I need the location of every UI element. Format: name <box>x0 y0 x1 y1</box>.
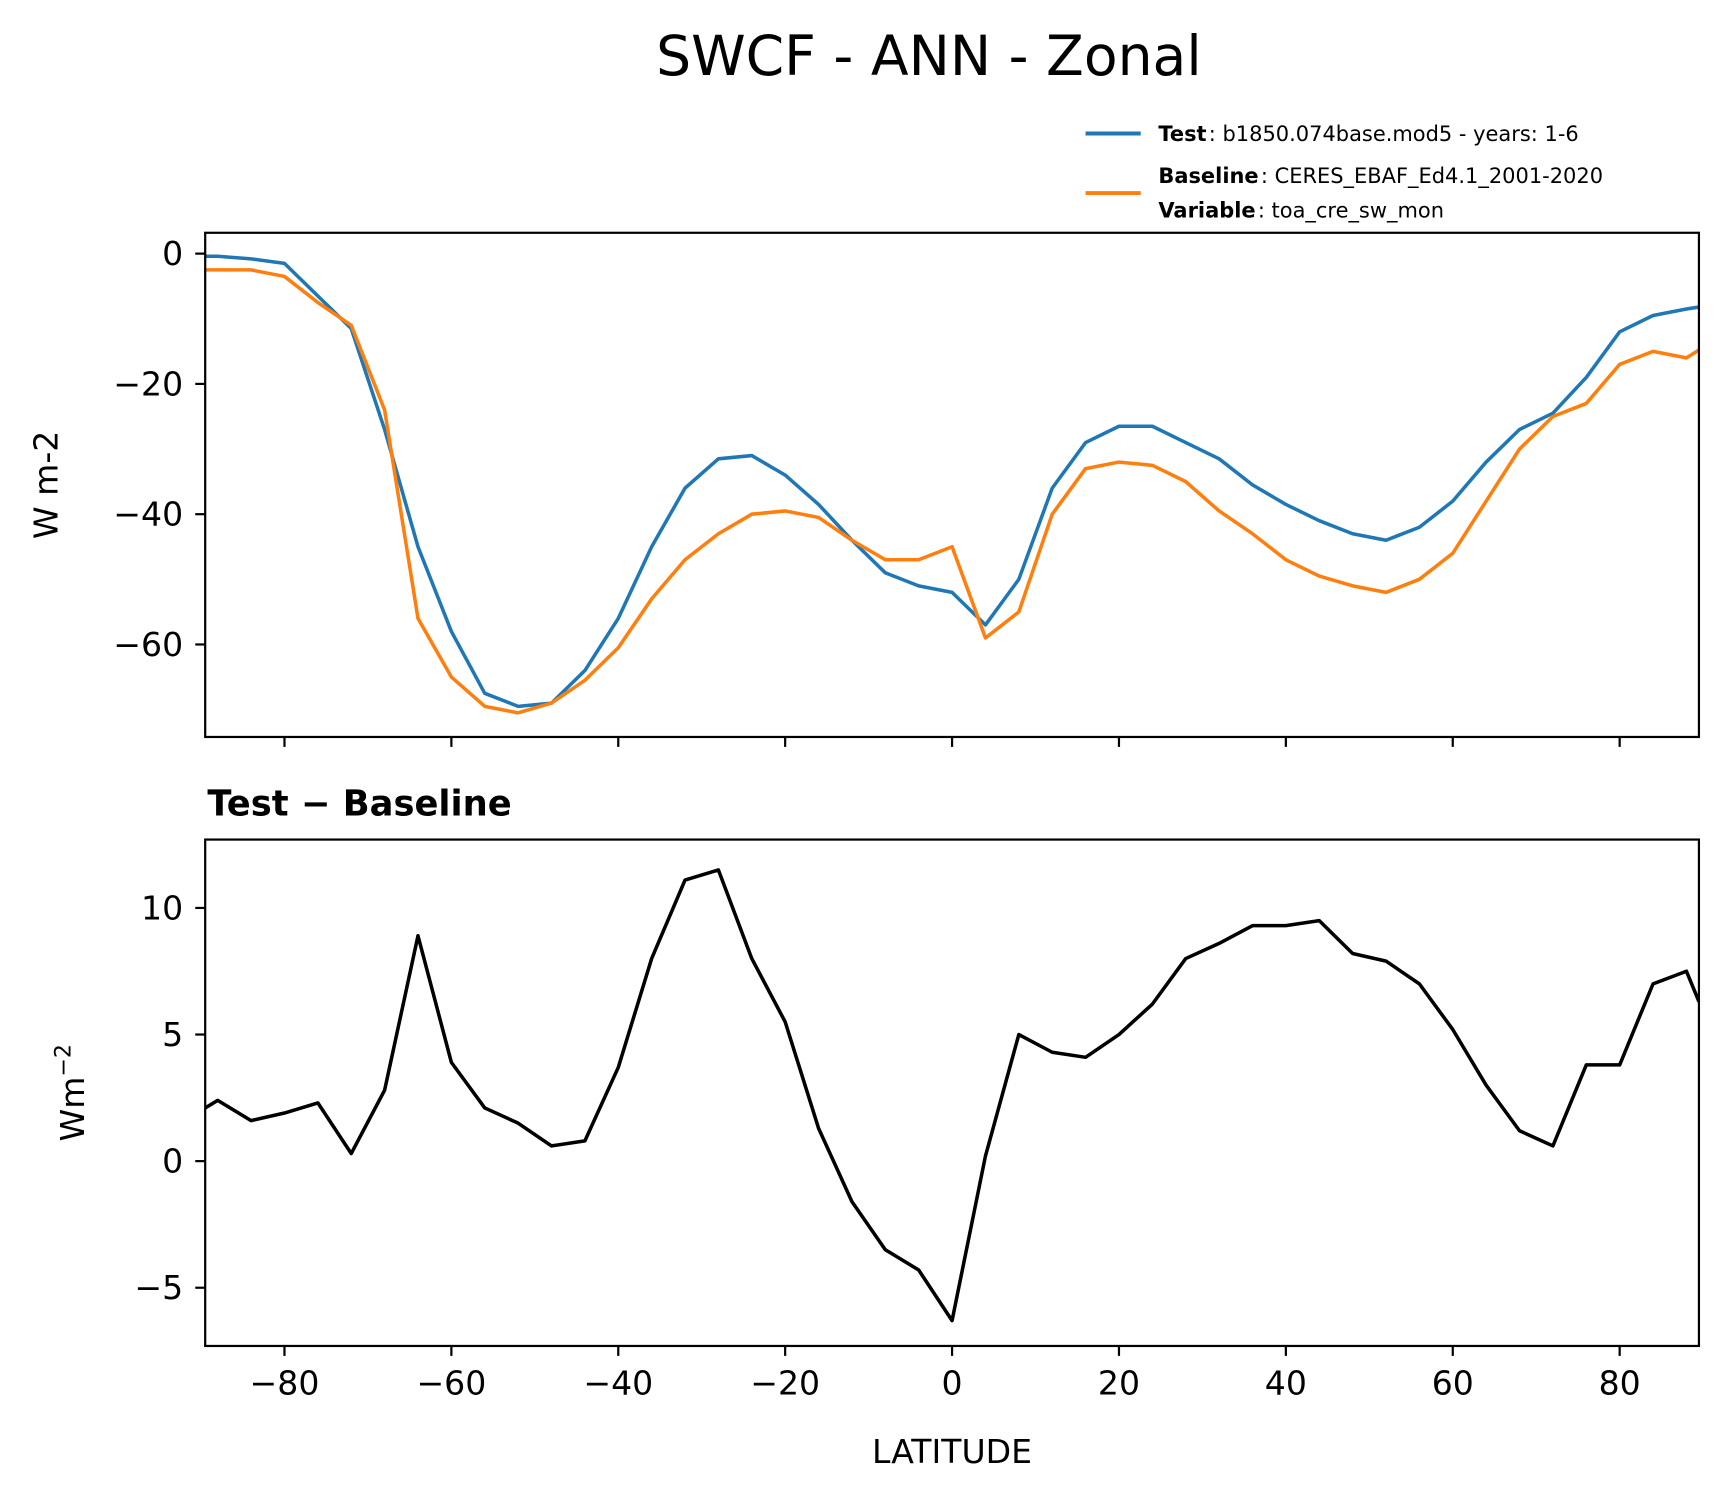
chart-title: SWCF - ANN - Zonal <box>656 25 1202 89</box>
y-tick-label: −40 <box>113 495 183 534</box>
y-tick-label: 10 <box>141 888 183 927</box>
x-tick-label: 60 <box>1432 1364 1474 1403</box>
y-axis-label: W m-2 <box>26 431 65 539</box>
legend-text: : CERES_EBAF_Ed4.1_2001-2020 <box>1261 164 1603 189</box>
x-tick-label: −40 <box>583 1364 653 1403</box>
x-tick-label: −20 <box>750 1364 820 1403</box>
x-tick-label: −80 <box>250 1364 320 1403</box>
y-axis-label-sup: −2 <box>52 1044 77 1077</box>
legend-entry: Baseline: CERES_EBAF_Ed4.1_2001-2020 <box>1158 164 1603 189</box>
plot-frame <box>204 231 1701 739</box>
y-axis-label: Wm−2 <box>52 1044 92 1141</box>
legend-text: : b1850.074base.mod5 - years: 1-6 <box>1209 122 1579 146</box>
y-tick-label: 0 <box>162 234 183 273</box>
y-tick-label: 0 <box>162 1142 183 1181</box>
x-tick-label: 20 <box>1098 1364 1140 1403</box>
legend-variable-text: : toa_cre_sw_mon <box>1258 198 1444 223</box>
y-tick-label: −60 <box>113 625 183 664</box>
legend-variable-name: Variable <box>1158 198 1255 222</box>
line <box>205 868 1699 1323</box>
legend-entry: Variable: toa_cre_sw_mon <box>1158 198 1444 223</box>
y-tick-label: 5 <box>162 1015 183 1054</box>
plot-frame <box>204 838 1701 1348</box>
y-tick-label: −5 <box>134 1268 183 1307</box>
x-tick-label: −60 <box>416 1364 486 1403</box>
x-axis-label: LATITUDE <box>872 1432 1032 1471</box>
subplot-title: Test − Baseline <box>207 783 511 824</box>
legend-entry: Test: b1850.074base.mod5 - years: 1-6 <box>1158 122 1578 146</box>
y-tick-label: −20 <box>113 364 183 403</box>
line <box>205 268 1699 715</box>
line <box>205 254 1699 709</box>
y-axis-label-text: Wm <box>53 1077 92 1142</box>
x-tick-label: 40 <box>1265 1364 1307 1403</box>
y-axis-label-text: W m-2 <box>26 431 65 539</box>
x-tick-label: 80 <box>1599 1364 1641 1403</box>
legend-name: Baseline <box>1158 164 1258 188</box>
x-tick-label: 0 <box>942 1364 963 1403</box>
legend-name: Test <box>1158 122 1206 146</box>
